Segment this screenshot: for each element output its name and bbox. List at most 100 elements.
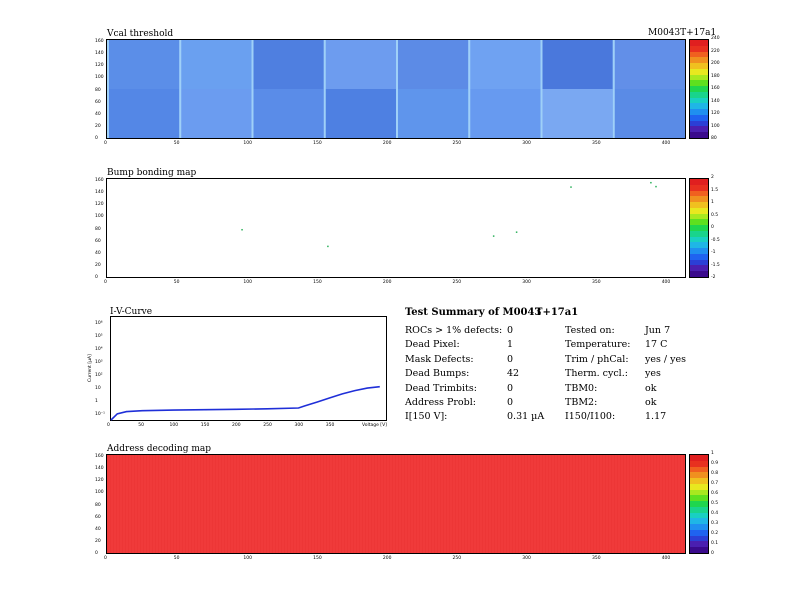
address-column: [515, 455, 516, 553]
summary-right-label: TBM2:: [565, 397, 598, 408]
summary-right-label: I150/I100:: [565, 411, 616, 423]
address-column: [572, 455, 573, 553]
address-column: [485, 455, 486, 553]
address-x-tick: 0: [104, 556, 107, 561]
bump-x-tick: 300: [522, 280, 531, 285]
address-column: [212, 455, 213, 553]
iv-x-tick: 100: [169, 423, 179, 428]
address-column: [680, 455, 681, 553]
palette-swatch: [690, 207, 708, 214]
address-column: [407, 455, 408, 553]
address-x-tick: 50: [173, 556, 180, 561]
address-column: [233, 455, 234, 553]
palette-swatch: [690, 524, 708, 530]
vcal-chip: [323, 89, 396, 138]
palette-swatch: [690, 495, 708, 502]
address-palette-tick: 0.8: [711, 471, 719, 476]
address-column: [413, 455, 414, 553]
vcal-palette-tick: 240: [711, 36, 720, 41]
summary-right-value: yes: [645, 368, 661, 380]
address-column: [656, 455, 657, 553]
address-column: [236, 455, 237, 553]
address-column: [584, 455, 585, 553]
address-column: [326, 455, 327, 553]
iv-y-tick: 10: [95, 386, 101, 391]
address-column: [344, 455, 345, 553]
address-column: [674, 455, 675, 553]
address-column: [428, 455, 429, 553]
address-column: [113, 455, 114, 553]
bump-defect-point: [327, 245, 329, 248]
summary-left-label: Mask Defects:: [405, 353, 474, 365]
address-column: [179, 455, 180, 553]
vcal-chip-edge: [107, 40, 109, 89]
bump-title: Bump bonding map: [107, 168, 197, 178]
vcal-heatmap: [106, 39, 686, 139]
address-column: [599, 455, 600, 553]
address-column: [320, 455, 321, 553]
address-palette-tick: 0: [711, 551, 714, 556]
palette-swatch: [690, 196, 708, 203]
address-column: [500, 455, 501, 553]
palette-swatch: [690, 80, 708, 87]
vcal-chip: [540, 89, 613, 138]
address-y-tick: 60: [95, 514, 101, 520]
palette-swatch: [690, 213, 708, 220]
address-column: [170, 455, 171, 553]
iv-xlabel: Voltage [V]: [362, 423, 387, 428]
address-palette-tick: 0.3: [711, 521, 719, 526]
address-column: [458, 455, 459, 553]
address-column: [215, 455, 216, 553]
vcal-x-tick: 250: [452, 141, 462, 146]
address-column: [614, 455, 615, 553]
address-y-tick: 40: [95, 526, 101, 532]
vcal-y-tick: 20: [95, 123, 101, 129]
summary-left-value: 0: [507, 397, 514, 408]
address-column: [155, 455, 156, 553]
address-column: [479, 455, 480, 553]
address-column: [314, 455, 315, 553]
bump-x-tick: 250: [452, 280, 462, 285]
address-column: [563, 455, 564, 553]
vcal-x-tick: 300: [522, 141, 531, 146]
address-column: [422, 455, 423, 553]
address-x-tick: 300: [522, 556, 531, 561]
bump-x-tick: 0: [104, 280, 107, 285]
summary-left-label: Dead Pixel:: [405, 339, 460, 351]
iv-x-tick: 350: [325, 423, 335, 428]
palette-swatch: [690, 63, 708, 69]
vcal-chip-edge: [468, 40, 471, 89]
address-column: [398, 455, 399, 553]
iv-x-tick: 0: [107, 423, 110, 428]
address-x-tick: 100: [243, 556, 253, 561]
address-x-tick: 350: [591, 556, 601, 561]
vcal-palette-tick: 220: [711, 48, 720, 54]
palette-swatch: [690, 253, 708, 260]
summary-right-value: 17 C: [645, 339, 668, 351]
vcal-chip: [107, 40, 180, 89]
address-column: [440, 455, 441, 553]
vcal-chip: [468, 40, 541, 89]
address-column: [473, 455, 474, 553]
summary-left-label: Dead Trimbits:: [405, 382, 477, 394]
address-column: [611, 455, 612, 553]
address-column: [602, 455, 603, 553]
summary-right-value: 1.17: [645, 411, 667, 423]
palette-swatch: [690, 74, 708, 81]
address-column: [455, 455, 456, 553]
address-column: [143, 455, 144, 553]
vcal-chip-edge: [540, 40, 543, 89]
address-column: [539, 455, 540, 553]
address-column: [284, 455, 285, 553]
address-column: [206, 455, 207, 553]
bump-palette-tick: 1.5: [711, 187, 719, 193]
address-column: [242, 455, 243, 553]
vcal-x-tick: 350: [591, 141, 601, 146]
palette-swatch: [690, 248, 708, 254]
address-column: [527, 455, 528, 553]
address-column: [311, 455, 312, 553]
vcal-chip-edge: [323, 40, 326, 89]
address-column: [644, 455, 645, 553]
summary-left-label: I[150 V]:: [405, 411, 448, 423]
address-column: [260, 455, 261, 553]
